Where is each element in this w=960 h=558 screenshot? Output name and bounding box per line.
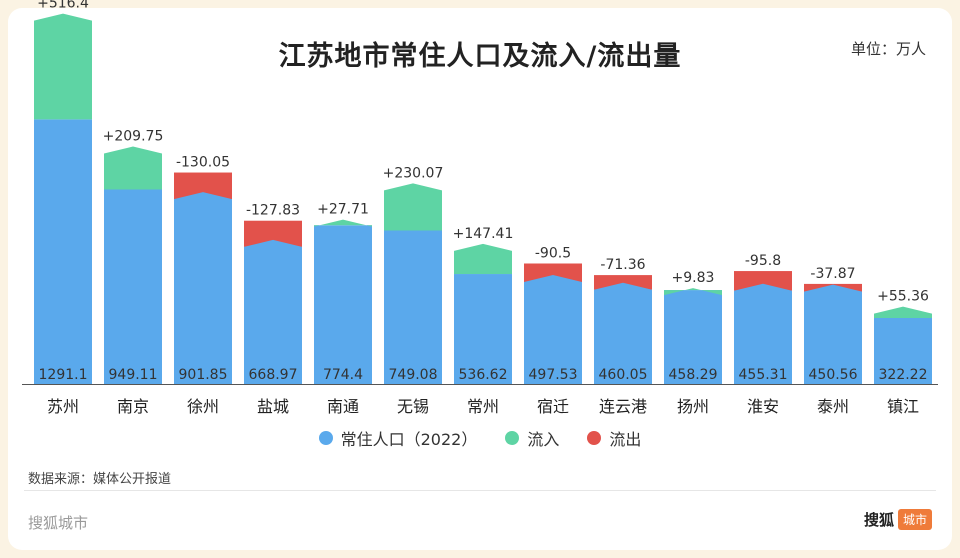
legend-swatch-inflow: [505, 431, 520, 445]
population-value-label: 536.62: [459, 367, 508, 383]
x-tick-label: 淮安: [747, 397, 779, 416]
population-value-label: 455.31: [739, 367, 788, 383]
x-tick-label: 泰州: [817, 397, 849, 416]
population-bar: [314, 225, 372, 384]
x-tick-label: 常州: [467, 397, 499, 416]
flow-value-label: +55.36: [877, 289, 929, 305]
unit-label: 单位：万人: [850, 40, 926, 58]
legend-label-outflow: 流出: [609, 430, 642, 449]
population-bar: [874, 317, 932, 384]
population-bar: [104, 189, 162, 384]
inflow-segment: [384, 183, 442, 231]
outflow-segment: [524, 263, 582, 283]
x-tick-label: 徐州: [187, 397, 219, 416]
flow-value-label: -130.05: [176, 155, 230, 171]
population-bar: [174, 192, 232, 384]
inflow-segment: [454, 243, 512, 275]
legend-item-population: 常住人口（2022）: [318, 426, 478, 450]
inflow-segment: [104, 146, 162, 190]
population-bar: [244, 239, 302, 384]
population-value-label: 901.85: [179, 367, 228, 383]
chart-title: 江苏地市常住人口及流入/流出量: [278, 41, 682, 72]
x-tick-label: 扬州: [677, 397, 709, 416]
x-tick-label: 南京: [117, 397, 149, 416]
outflow-segment: [594, 275, 652, 290]
flow-value-label: +516.4: [37, 0, 89, 12]
footer-brand-text: 搜狐城市: [28, 514, 89, 532]
legend-swatch-population: [318, 431, 333, 445]
population-value-label: 949.11: [109, 367, 158, 383]
legend-item-outflow: 流出: [587, 426, 641, 450]
population-bar: [384, 230, 442, 384]
outflow-segment: [734, 271, 792, 291]
footer-divider: [24, 490, 936, 491]
inflow-segment: [874, 306, 932, 318]
flow-value-label: -90.5: [535, 245, 571, 261]
data-source: 数据来源：媒体公开报道: [28, 472, 172, 487]
inflow-segment: [664, 288, 722, 296]
flow-value-label: -37.87: [810, 266, 855, 282]
flow-value-label: +230.07: [383, 165, 444, 181]
flow-value-label: -127.83: [246, 203, 300, 219]
population-value-label: 460.05: [599, 367, 648, 383]
population-value-label: 774.4: [323, 367, 363, 383]
inflow-segment: [314, 219, 372, 227]
footer-logo-text: 搜狐: [863, 511, 894, 529]
x-tick-label: 无锡: [397, 397, 429, 416]
population-value-label: 749.08: [389, 367, 438, 383]
x-tick-label: 宿迁: [537, 397, 569, 416]
population-value-label: 1291.1: [39, 367, 88, 383]
population-bar: [454, 274, 512, 384]
legend-swatch-outflow: [587, 431, 602, 445]
flow-value-label: -95.8: [745, 253, 781, 269]
population-value-label: 322.22: [879, 367, 928, 383]
x-tick-label: 盐城: [257, 397, 289, 416]
population-value-label: 668.97: [249, 367, 298, 383]
flow-value-label: +147.41: [453, 226, 514, 242]
population-value-label: 458.29: [669, 367, 718, 383]
footer-logo: 搜狐 城市: [864, 509, 932, 530]
inflow-segment: [34, 13, 92, 120]
x-tick-label: 苏州: [47, 397, 79, 416]
x-tick-label: 连云港: [599, 397, 647, 416]
population-bar: [804, 284, 862, 384]
flow-value-label: +9.83: [672, 270, 715, 286]
flow-value-label: +27.71: [317, 202, 369, 218]
footer-logo-badge: 城市: [897, 509, 932, 530]
legend-label-inflow: 流入: [527, 430, 560, 449]
legend: 常住人口（2022） 流入 流出: [0, 426, 960, 450]
population-value-label: 450.56: [809, 367, 858, 383]
flow-value-label: +209.75: [103, 129, 164, 145]
flow-value-label: -71.36: [600, 257, 645, 273]
population-bar: [664, 290, 722, 384]
population-bar: [594, 282, 652, 384]
population-bar: [34, 119, 92, 385]
population-bar: [734, 283, 792, 384]
x-tick-label: 镇江: [887, 397, 919, 416]
legend-item-inflow: 流入: [505, 426, 559, 450]
legend-label-population: 常住人口（2022）: [340, 430, 478, 449]
population-value-label: 497.53: [529, 367, 578, 383]
x-tick-label: 南通: [327, 397, 359, 416]
population-bar: [524, 275, 582, 384]
